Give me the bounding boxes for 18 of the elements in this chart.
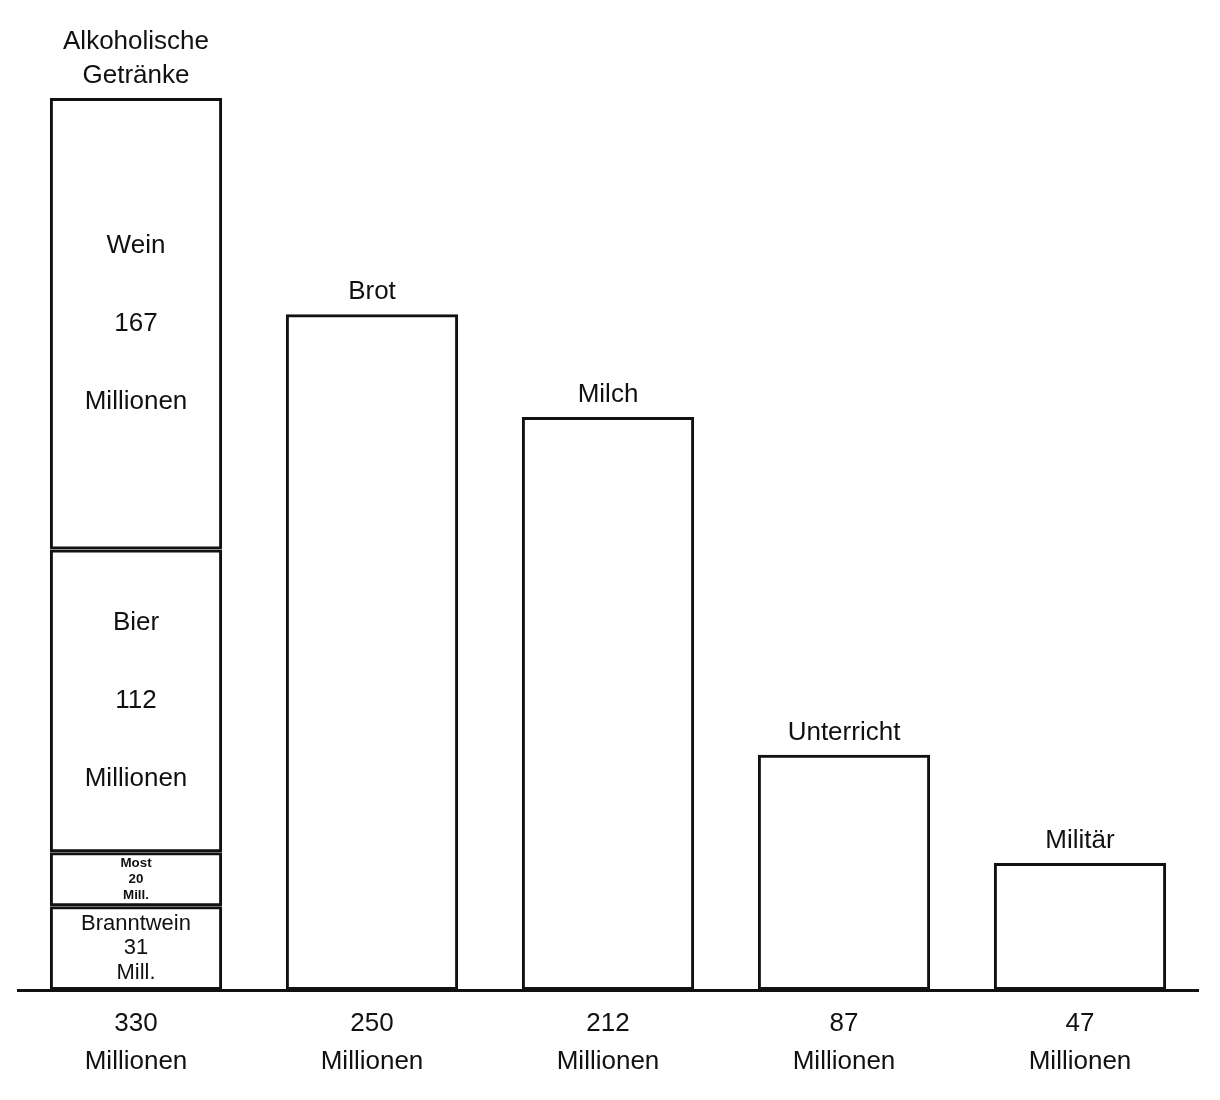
total-label: 212 Millionen: [556, 1007, 660, 1076]
x-tick-label: Militär: [1045, 824, 1115, 855]
series-label: Most: [120, 854, 153, 870]
data-label: 20 Mill.: [123, 870, 149, 902]
x-tick-label: Alkoholische Getränke: [63, 25, 209, 90]
x-tick-label: Brot: [348, 275, 397, 306]
text: 167 Millionen: [84, 306, 188, 415]
x-tick-label: Unterricht: [787, 716, 902, 747]
series-label: Bier: [112, 605, 160, 636]
total-label: 47 Millionen: [1028, 1007, 1132, 1076]
data-label: 31 Mill.: [116, 934, 156, 984]
text: 112 Millionen: [84, 683, 188, 792]
series-label: Branntwein: [81, 909, 191, 935]
total-label: 330 Millionen: [84, 1007, 188, 1076]
x-tick-label: Milch: [577, 378, 639, 409]
total-label: 250 Millionen: [320, 1007, 424, 1076]
total-label: 87 Millionen: [792, 1007, 896, 1076]
series-label: Wein: [106, 228, 166, 259]
